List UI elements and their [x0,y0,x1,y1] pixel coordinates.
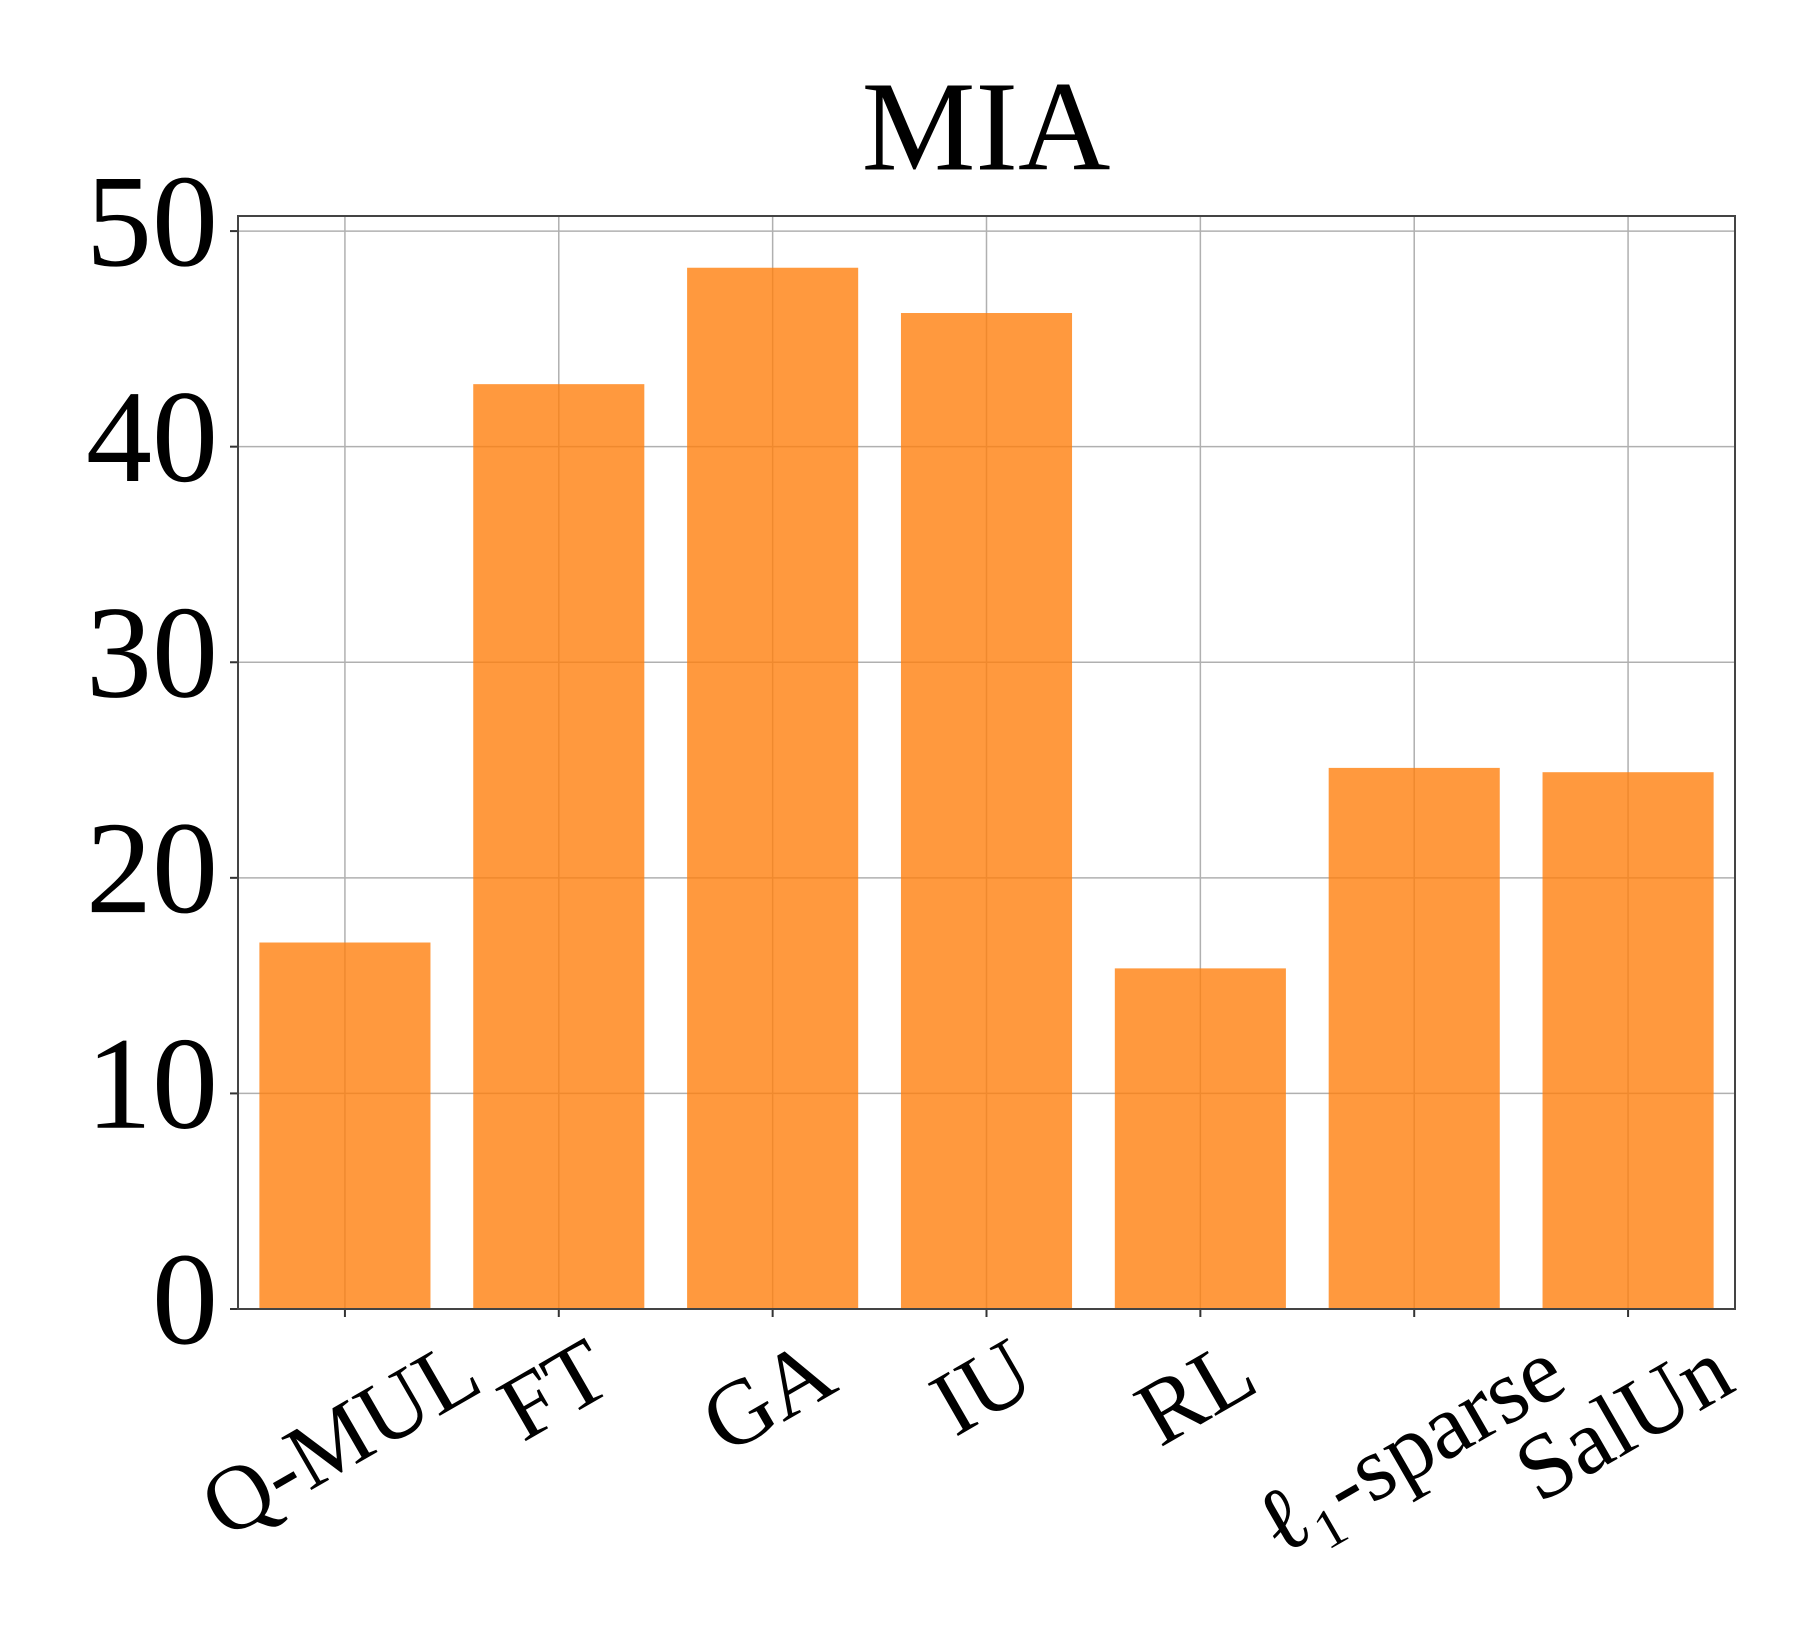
x-tick-label: FT [482,1318,626,1460]
y-tick-label: 50 [86,147,218,294]
bar [900,313,1073,1309]
bar [687,267,859,1310]
y-tick-label: 30 [86,579,218,726]
y-tick-label: 40 [86,363,218,510]
bar [1542,772,1714,1309]
y-tick-label: 0 [152,1225,218,1372]
chart-title: MIA [862,55,1111,197]
plot-frame [237,215,1736,1310]
x-tick-label: RL [1119,1318,1272,1465]
bar [259,942,431,1309]
x-tick-label: IU [914,1318,1049,1455]
x-tick-label: GA [685,1318,851,1473]
y-tick-label: 10 [86,1010,218,1157]
bar [473,384,645,1310]
bar [1328,767,1500,1309]
bar [1114,968,1286,1309]
y-tick-label: 20 [86,794,218,941]
x-tick-label: Q-MUL [184,1318,496,1557]
